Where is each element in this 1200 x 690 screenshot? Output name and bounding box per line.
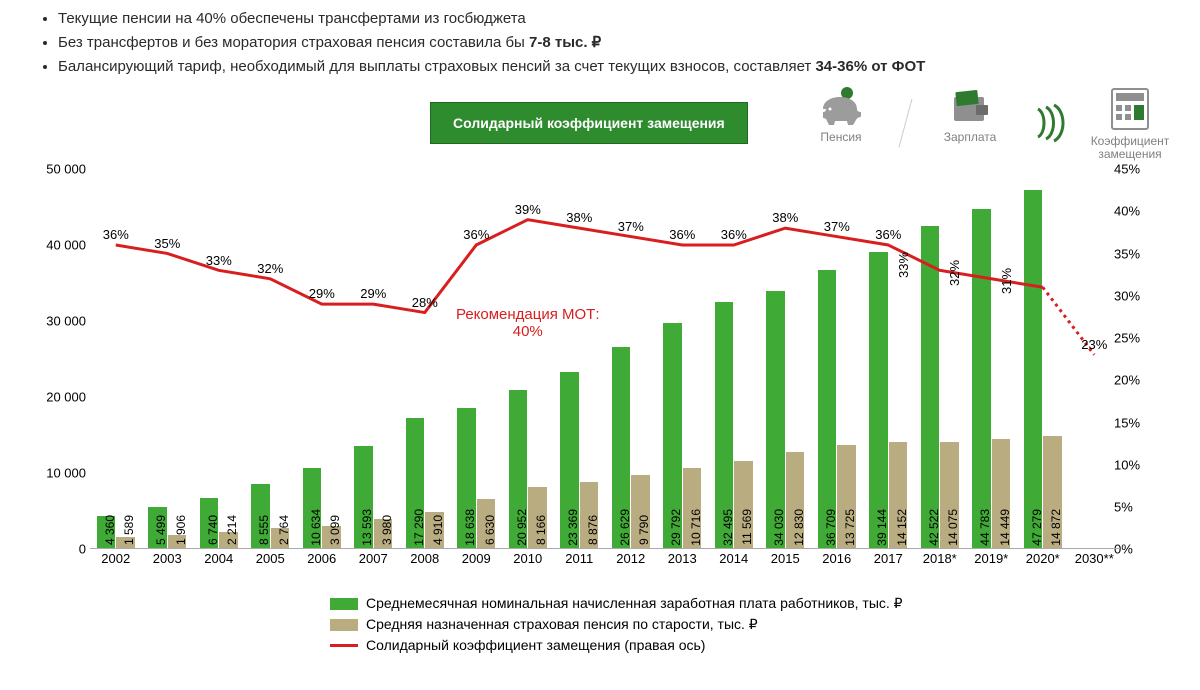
calculator-icon [1106, 87, 1154, 131]
bullet-item: Балансирующий тариф, необходимый для вып… [58, 56, 1170, 78]
ratio-label: 29% [360, 286, 386, 301]
ratio-label: Коэффициентзамещения [1091, 135, 1170, 161]
legend-item: Солидарный коэффициент замещения (правая… [330, 637, 1170, 653]
ratio-label: 36% [463, 227, 489, 242]
separator-icon [899, 99, 913, 148]
legend-label: Солидарный коэффициент замещения (правая… [366, 637, 705, 653]
x-tick: 2007 [348, 551, 400, 571]
x-tick: 2016 [811, 551, 863, 571]
x-tick: 2018* [914, 551, 966, 571]
bullet-item: Текущие пенсии на 40% обеспечены трансфе… [58, 8, 1170, 30]
ratio-label: 36% [669, 227, 695, 242]
chart: 010 00020 00030 00040 00050 000 0%5%10%1… [30, 169, 1170, 589]
x-tick: 2002 [90, 551, 142, 571]
legend-item: Среднемесячная номинальная начисленная з… [330, 595, 1170, 612]
y-left-tick: 0 [30, 542, 90, 557]
ratio-label: 36% [721, 227, 747, 242]
ratio-label: 31% [999, 268, 1014, 294]
ratio-label: 36% [875, 227, 901, 242]
x-tick: 2010 [502, 551, 554, 571]
legend-label: Средняя назначенная страховая пенсия по … [366, 616, 758, 633]
legend: Среднемесячная номинальная начисленная з… [330, 595, 1170, 653]
ratio-label: 38% [566, 210, 592, 225]
ratio-icon-item [1034, 103, 1066, 143]
x-axis: 2002200320042005200620072008200920102011… [90, 551, 1120, 571]
piggy-icon [817, 87, 865, 127]
legend-swatch [330, 619, 358, 631]
ratio-label: 33% [896, 252, 911, 278]
y-left-tick: 30 000 [30, 314, 90, 329]
ratio-label: 28% [412, 295, 438, 310]
x-tick: 2012 [605, 551, 657, 571]
salary-icon-item: Зарплата [930, 87, 1010, 144]
bullet-list: Текущие пенсии на 40% обеспечены трансфе… [30, 8, 1170, 77]
y-left-tick: 40 000 [30, 238, 90, 253]
ratio-label: 37% [824, 219, 850, 234]
ratio-label: 29% [309, 286, 335, 301]
pension-label: Пенсия [820, 131, 861, 144]
x-tick: 2019* [966, 551, 1018, 571]
annotation-mot: Рекомендация МОТ:40% [456, 306, 600, 341]
ratio-label: 35% [154, 236, 180, 251]
ratio-label: 23% [1081, 337, 1107, 352]
ratio-label: 32% [257, 261, 283, 276]
x-tick: 2030** [1069, 551, 1121, 571]
x-tick: 2003 [142, 551, 194, 571]
y-left-tick: 10 000 [30, 466, 90, 481]
x-tick: 2009 [451, 551, 503, 571]
header-row: Солидарный коэффициент замещения Пенсия … [30, 87, 1170, 159]
ratio-label: 38% [772, 210, 798, 225]
ratio-label: 39% [515, 202, 541, 217]
x-tick: 2013 [657, 551, 709, 571]
plot-area: 4 3601 5895 4991 9066 7402 2148 5552 764… [90, 169, 1120, 549]
x-tick: 2004 [193, 551, 245, 571]
x-tick: 2008 [399, 551, 451, 571]
wallet-icon [946, 87, 994, 127]
title-button: Солидарный коэффициент замещения [430, 102, 748, 144]
ratio-label: 33% [206, 253, 232, 268]
legend-item: Средняя назначенная страховая пенсия по … [330, 616, 1170, 633]
salary-label: Зарплата [944, 131, 997, 144]
waves-icon [1034, 103, 1066, 143]
x-tick: 2020* [1017, 551, 1069, 571]
x-tick: 2017 [863, 551, 915, 571]
x-tick: 2005 [245, 551, 297, 571]
legend-line [330, 644, 358, 647]
legend-label: Среднемесячная номинальная начисленная з… [366, 595, 903, 612]
ratio-label: 36% [103, 227, 129, 242]
x-tick: 2015 [760, 551, 812, 571]
calc-icon-item: Коэффициентзамещения [1090, 87, 1170, 161]
ratio-label: 32% [947, 260, 962, 286]
x-tick: 2006 [296, 551, 348, 571]
legend-swatch [330, 598, 358, 610]
y-left-tick: 20 000 [30, 390, 90, 405]
y-axis-left: 010 00020 00030 00040 00050 000 [30, 169, 90, 549]
pension-icon-item: Пенсия [801, 87, 881, 144]
bullet-item: Без трансфертов и без моратория страхова… [58, 32, 1170, 54]
x-tick: 2014 [708, 551, 760, 571]
y-left-tick: 50 000 [30, 162, 90, 177]
line-svg [90, 169, 1120, 549]
x-tick: 2011 [554, 551, 606, 571]
ratio-label: 37% [618, 219, 644, 234]
